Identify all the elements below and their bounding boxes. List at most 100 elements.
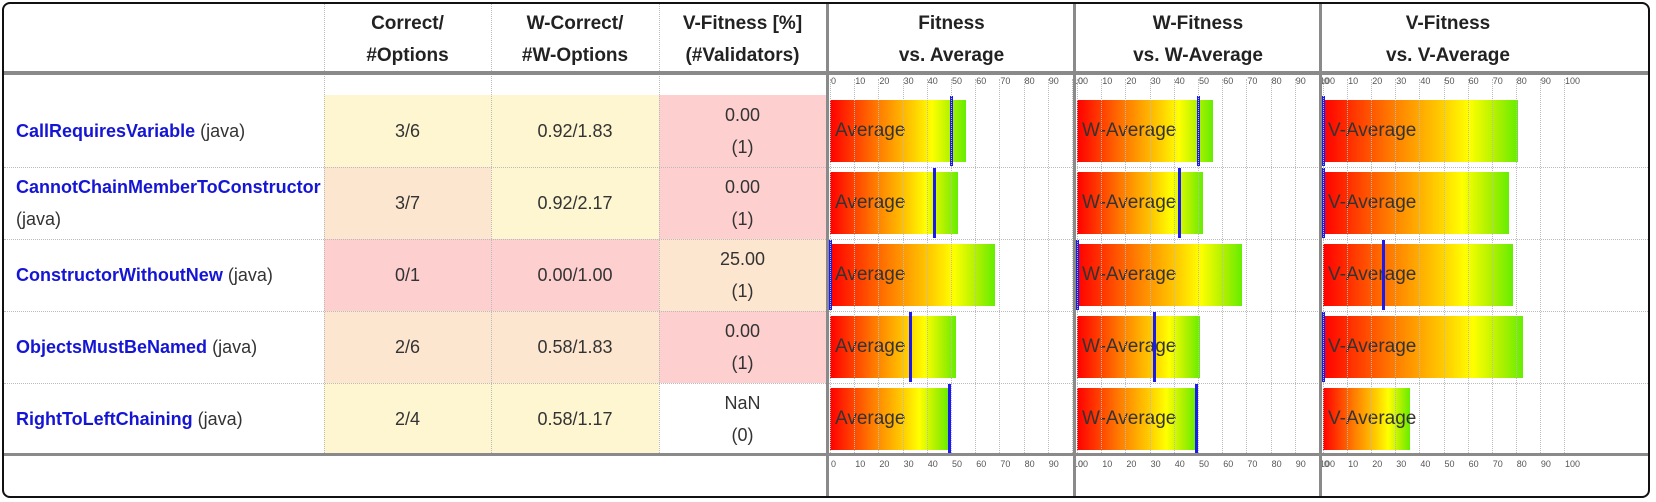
header-correct-line1: Correct/ xyxy=(371,12,444,34)
fitness-bar-label: Average xyxy=(835,336,906,357)
vfitness-bottom-tick-label: 20 xyxy=(1372,459,1383,469)
rule-link[interactable]: RightToLeftChaining xyxy=(16,409,193,429)
vfitness-bar-label: V-Average xyxy=(1328,120,1417,141)
vfitness-bar-label: V-Average xyxy=(1328,336,1417,357)
fitness-top-tick-label: 0 xyxy=(831,76,837,86)
fitness-bar xyxy=(830,244,995,306)
header-wfitness: W-Fitness vs. W-Average xyxy=(1077,4,1319,75)
fitness-bar-label: Average xyxy=(835,264,906,285)
chart-column-divider xyxy=(826,4,829,496)
fitness-top-tick-label: 10 xyxy=(855,76,866,86)
wfitness-top-tick-label: 80 xyxy=(1271,76,1282,86)
vfitness-bottom-tick-label: 30 xyxy=(1396,459,1407,469)
fitness-gridline xyxy=(854,79,856,455)
vfitness-average-marker xyxy=(1382,240,1386,310)
fitness-bar-label: Average xyxy=(835,408,906,429)
wfitness-top-tick-label: 40 xyxy=(1174,76,1185,86)
fitness-bar xyxy=(830,172,959,234)
rule-link[interactable]: CallRequiresVariable xyxy=(16,121,196,141)
header-wfitness-line1: W-Fitness xyxy=(1152,12,1244,34)
header-vfitness-chart-line2: vs. V-Average xyxy=(1386,44,1510,66)
fitness-bottom-tick-label: 30 xyxy=(903,459,914,469)
header-vfitness-line1: V-Fitness [%] xyxy=(682,12,803,34)
rule-link[interactable]: ObjectsMustBeNamed xyxy=(16,337,208,357)
fitness-average-marker xyxy=(933,168,937,238)
header-vfitness: V-Fitness [%] (#Validators) xyxy=(659,4,826,75)
fitness-bar xyxy=(830,316,956,378)
vfitness-gridline xyxy=(1515,79,1517,455)
rule-link[interactable]: ConstructorWithoutNew xyxy=(16,265,223,285)
header-vfitness-chart-line1: V-Fitness xyxy=(1405,12,1491,34)
wfitness-bar-label: W-Average xyxy=(1082,192,1177,213)
rule-link[interactable]: CannotChainMemberToConstructor xyxy=(16,177,321,197)
fitness-bar-label: Average xyxy=(835,192,906,213)
validators-count: (1) xyxy=(731,353,754,373)
vfitness-gridline xyxy=(1323,79,1324,455)
fitness-bottom-tick-label: 0 xyxy=(831,459,837,469)
fitness-gridline xyxy=(1023,79,1025,455)
chart-column-divider xyxy=(1073,4,1076,496)
column-separator xyxy=(659,4,660,455)
fitness-bar-label: Average xyxy=(835,120,906,141)
vfitness-bottom-tick-label: 60 xyxy=(1468,459,1479,469)
wfitness-gridline xyxy=(1077,79,1078,455)
wfitness-top-tick-label: 90 xyxy=(1295,76,1306,86)
vfitness-bar xyxy=(1323,172,1509,234)
vfitness-top-tick-label: 0 xyxy=(1324,76,1330,86)
vfitness-gridline xyxy=(1395,79,1397,455)
wfitness-average-marker xyxy=(1194,384,1198,454)
fitness-top-tick-label: 30 xyxy=(903,76,914,86)
table-row-name: ConstructorWithoutNew (java) xyxy=(4,239,324,311)
fitness-average-marker xyxy=(908,312,912,382)
vfitness-bottom-tick-label: 90 xyxy=(1540,459,1551,469)
wcorrect-cell: 0.92/2.17 xyxy=(491,167,659,239)
wfitness-bottom-tick-label: 40 xyxy=(1174,459,1185,469)
fitness-top-tick-label: 20 xyxy=(879,76,890,86)
vfitness-cell: 25.00 (1) xyxy=(659,239,826,311)
header-wcorrect-line2: #W-Options xyxy=(521,44,629,66)
vfitness-gridline xyxy=(1539,79,1541,455)
fitness-gridline xyxy=(951,79,952,455)
wcorrect-cell: 0.58/1.17 xyxy=(491,383,659,455)
vfitness-top-tick-label: 60 xyxy=(1468,76,1479,86)
vfitness-gridline xyxy=(1467,79,1469,455)
wfitness-top-tick-label: 20 xyxy=(1126,76,1137,86)
header-fitness-line2: vs. Average xyxy=(898,44,1005,66)
vfitness-bar-label: V-Average xyxy=(1328,408,1417,429)
wfitness-bottom-tick-label: 100 xyxy=(1320,459,1336,469)
wfitness-bottom-tick-label: 90 xyxy=(1295,459,1306,469)
wfitness-bottom-tick-label: 60 xyxy=(1223,459,1234,469)
fitness-bottom-tick-label: 100 xyxy=(1073,459,1089,469)
wfitness-average-marker xyxy=(1153,312,1157,382)
vfitness-bottom-tick-label: 0 xyxy=(1324,459,1330,469)
vfitness-cell: NaN (0) xyxy=(659,383,826,455)
table-row-name: CallRequiresVariable (java) xyxy=(4,95,324,167)
fitness-gridline xyxy=(999,79,1001,455)
rule-language: (java) xyxy=(212,337,258,357)
header-wcorrect-line1: W-Correct/ xyxy=(526,12,624,34)
vfitness-value: 0.00 xyxy=(724,177,761,197)
fitness-bottom-tick-label: 80 xyxy=(1024,459,1035,469)
fitness-average-marker xyxy=(947,384,951,454)
table-row-name: RightToLeftChaining (java) xyxy=(4,383,324,455)
wfitness-bottom-tick-label: 50 xyxy=(1199,459,1210,469)
column-separator xyxy=(324,4,325,455)
fitness-top-tick-label: 90 xyxy=(1048,76,1059,86)
vfitness-value: 0.00 xyxy=(724,321,761,341)
vfitness-gridline xyxy=(1443,79,1445,455)
validators-count: (1) xyxy=(731,137,754,157)
vfitness-bottom-tick-label: 80 xyxy=(1516,459,1527,469)
wcorrect-cell: 0.92/1.83 xyxy=(491,95,659,167)
wfitness-bar-label: W-Average xyxy=(1082,408,1177,429)
vfitness-top-tick-label: 70 xyxy=(1492,76,1503,86)
vfitness-top-tick-label: 40 xyxy=(1420,76,1431,86)
fitness-top-tick-label: 100 xyxy=(1073,76,1089,86)
wfitness-gridline xyxy=(1198,79,1199,455)
vfitness-gridline xyxy=(1419,79,1421,455)
wfitness-gridline xyxy=(1125,79,1127,455)
vfitness-bottom-tick-label: 50 xyxy=(1444,459,1455,469)
wfitness-top-tick-label: 30 xyxy=(1150,76,1161,86)
vfitness-gridline xyxy=(1491,79,1493,455)
vfitness-gridline xyxy=(1371,79,1373,455)
